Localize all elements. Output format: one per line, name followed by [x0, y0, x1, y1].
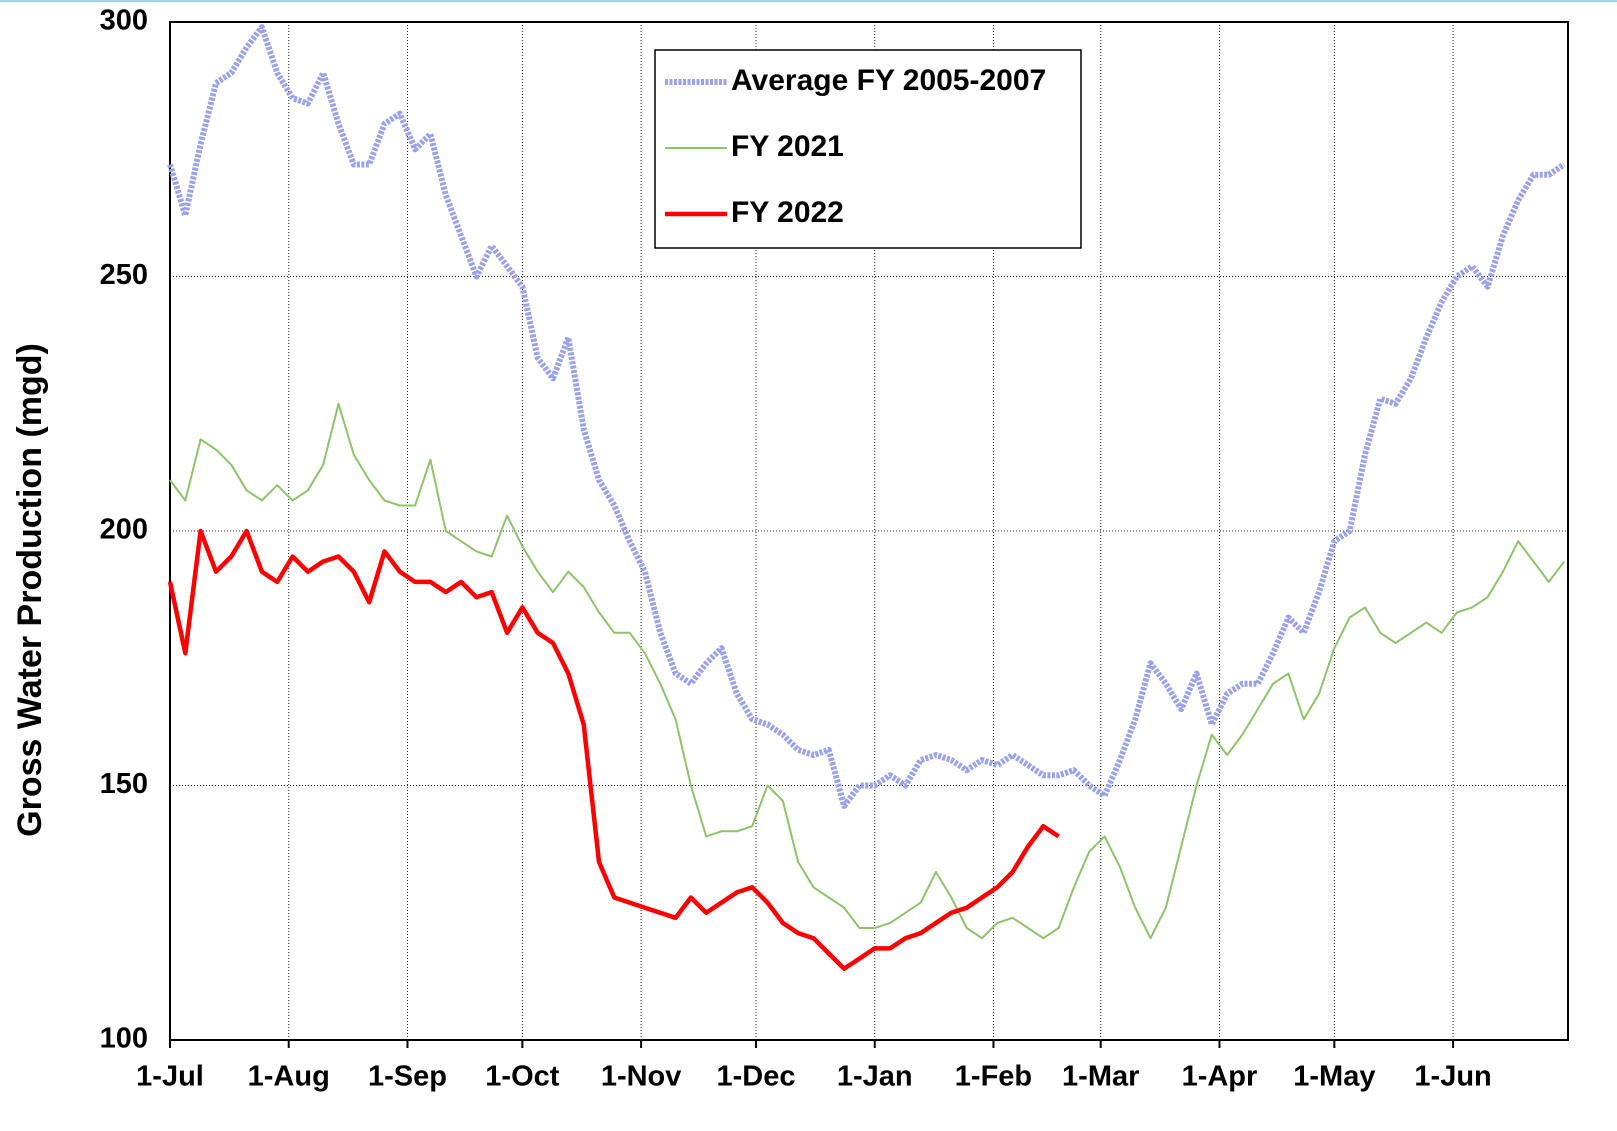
series-line	[167, 528, 1060, 971]
y-tick-label: 200	[100, 514, 148, 546]
series-line	[167, 24, 1566, 809]
x-tick-label: 1-Apr	[1182, 1061, 1258, 1093]
x-tick-label: 1-Feb	[955, 1061, 1032, 1093]
x-tick-label: 1-Nov	[601, 1061, 682, 1093]
series-line	[169, 402, 1565, 940]
x-tick-label: 1-Sep	[368, 1061, 447, 1093]
legend-label: FY 2021	[731, 130, 844, 163]
y-tick-label: 300	[100, 5, 148, 37]
x-tick-label: 1-Jan	[837, 1061, 913, 1093]
x-tick-label: 1-Jun	[1414, 1061, 1491, 1093]
x-tick-label: 1-May	[1293, 1061, 1375, 1093]
legend-label: Average FY 2005-2007	[731, 64, 1046, 97]
x-tick-label: 1-Mar	[1062, 1061, 1139, 1093]
x-tick-label: 1-Dec	[717, 1061, 796, 1093]
y-tick-label: 150	[100, 768, 148, 800]
x-tick-label: 1-Aug	[248, 1061, 330, 1093]
x-tick-label: 1-Jul	[136, 1061, 204, 1093]
y-tick-label: 250	[100, 259, 148, 291]
x-tick-label: 1-Oct	[485, 1061, 559, 1093]
y-axis-label: Gross Water Production (mgd)	[11, 343, 49, 837]
legend-label: FY 2022	[731, 196, 844, 229]
y-tick-label: 100	[100, 1023, 148, 1055]
plot-frame	[169, 21, 1569, 1041]
